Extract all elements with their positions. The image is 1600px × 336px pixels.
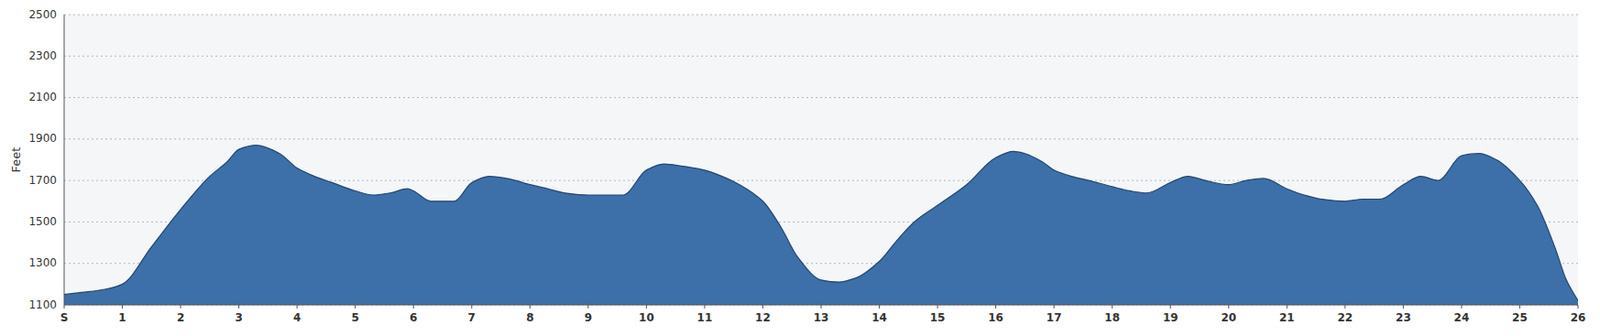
y-tick-label: 1300: [28, 256, 57, 270]
x-tick: [1286, 305, 1288, 309]
x-tick-label: 7: [468, 311, 476, 325]
x-tick: [413, 305, 415, 309]
x-tick: [529, 305, 531, 309]
area-line: [64, 145, 1579, 302]
x-tick-label: 10: [638, 311, 655, 325]
x-tick-label: 11: [697, 311, 713, 325]
x-tick-label: 6: [409, 311, 417, 325]
x-tick-label: 9: [584, 311, 592, 325]
x-tick-label: 1: [118, 311, 126, 325]
x-tick-label: 25: [1512, 311, 1528, 325]
x-tick: [937, 305, 939, 309]
x-tick: [1344, 305, 1346, 309]
x-tick: [354, 305, 356, 309]
y-axis-line: [64, 14, 66, 306]
x-tick-label: 2: [176, 311, 185, 325]
y-tick-label: 1100: [28, 298, 57, 312]
x-tick-label: S: [60, 311, 69, 325]
x-tick: [1460, 305, 1462, 309]
x-tick-label: 24: [1454, 311, 1470, 325]
y-tick-label: 1700: [28, 174, 57, 187]
x-tick: [180, 305, 182, 309]
x-tick-label: 26: [1570, 311, 1587, 325]
plot-area: [64, 14, 1579, 306]
x-tick-label: 23: [1395, 311, 1412, 325]
data-group: [64, 145, 1579, 306]
y-tick-label: 1500: [28, 215, 57, 229]
x-tick-label: 15: [930, 311, 946, 325]
y-axis-label: Feet: [9, 147, 23, 174]
grid-line: [64, 14, 1579, 16]
x-tick-label: 18: [1104, 311, 1120, 325]
x-tick: [762, 305, 764, 309]
x-tick: [821, 305, 822, 309]
x-tick: [646, 305, 647, 309]
x-tick-label: 22: [1336, 311, 1353, 325]
x-tick: [1578, 305, 1579, 309]
x-tick: [703, 305, 705, 309]
x-tick: [1111, 305, 1113, 309]
x-tick-label: 14: [871, 311, 888, 325]
y-tick-label: 2100: [28, 90, 57, 104]
y-tick-label: 2300: [28, 49, 57, 63]
x-tick: [1402, 305, 1404, 309]
x-tick: [64, 305, 66, 309]
x-tick: [1053, 305, 1055, 309]
area-fill: [64, 145, 1579, 306]
x-tick-label: 16: [987, 311, 1004, 325]
x-tick-label: 3: [234, 311, 242, 325]
x-tick-label: 13: [813, 311, 830, 325]
x-tick-label: 19: [1162, 311, 1179, 325]
x-tick: [878, 305, 880, 309]
x-tick: [121, 305, 123, 309]
x-tick-label: 17: [1046, 311, 1063, 325]
grid-line: [64, 97, 1579, 99]
x-tick-label: 12: [755, 311, 771, 325]
x-tick: [1227, 305, 1229, 309]
chart: 11001300150017001900210023002500S1234567…: [0, 0, 1600, 336]
x-tick-label: 20: [1220, 311, 1237, 325]
x-tick: [238, 305, 240, 309]
x-tick: [995, 305, 997, 309]
x-tick: [1519, 305, 1521, 309]
grid-line: [64, 55, 1579, 57]
x-tick: [1170, 305, 1172, 309]
y-tick-label: 2500: [28, 8, 57, 22]
x-tick-label: 21: [1279, 311, 1295, 325]
x-tick: [471, 305, 472, 309]
grid-line: [64, 138, 1579, 140]
x-tick: [587, 305, 589, 309]
x-tick-label: 5: [351, 311, 360, 325]
x-tick-label: 4: [293, 311, 301, 325]
x-tick-label: 8: [526, 311, 534, 325]
x-tick: [296, 305, 298, 309]
y-tick-label: 1900: [28, 131, 57, 145]
